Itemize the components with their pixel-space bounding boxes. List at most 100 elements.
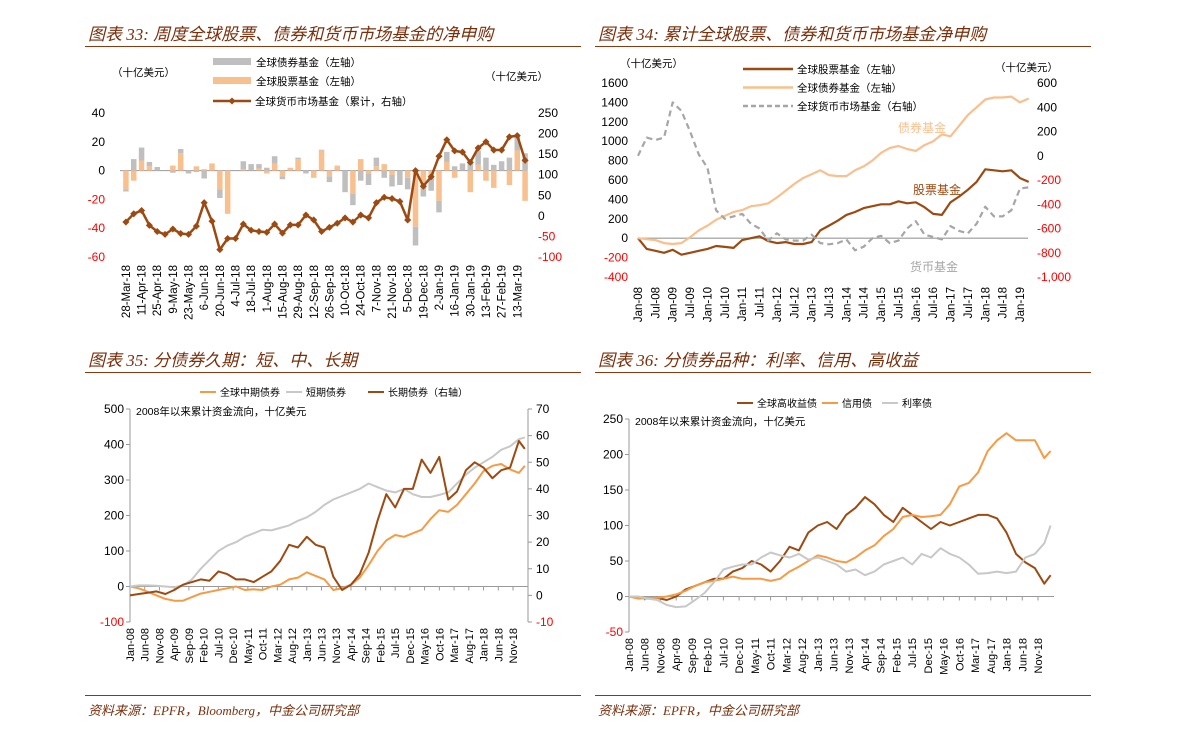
x-tick-label: 15-Aug-18 [277,265,289,319]
left-tick-label: 400 [104,438,124,452]
x-tick-label: 9-May-18 [168,265,180,314]
x-tick-label: Jan-14 [841,286,853,322]
right-tick-label: -600 [1037,222,1061,236]
left-unit: （十亿美元） [112,66,175,79]
money-market-point [184,230,193,238]
bond-bar [350,193,356,206]
x-tick-label: Jan-15 [876,287,888,322]
chart-title-35: 图表 35: 分债券久期：短、中、长期 [88,351,358,370]
legend-bond: 全球债券基金（左轴） [797,82,902,95]
left-tick-label: 600 [608,173,628,187]
source-rule [595,695,1091,696]
x-tick-label: Jul-12 [789,287,801,318]
equity-bar [311,170,317,178]
money-market-point [255,227,263,236]
title-rule [595,372,1091,373]
x-tick-label: 13-Feb-19 [481,265,493,318]
right-tick-label: 600 [1037,76,1057,90]
x-tick-label: Jan-17 [946,287,958,322]
credit-line [628,432,1052,600]
left-tick-label: 200 [603,448,623,462]
money-market-point [521,156,529,164]
equity-bar [483,170,489,181]
bond-bar [491,164,497,171]
money-market-point [169,225,177,233]
equity-bar [436,170,442,201]
money-market-point [505,133,513,141]
x-tick-label: Jan-11 [737,287,749,321]
x-tick-label: Jul-10 [213,628,225,658]
legend-equity-swatch [213,77,251,84]
left-tick-label: 1200 [601,115,628,129]
bond-bar [506,157,513,171]
bond-bar [217,189,223,198]
x-tick-label: Jan-08 [633,287,645,322]
x-tick-label: 28-Mar-18 [121,265,133,318]
bond-bar [404,177,411,190]
money-market-point [122,218,130,226]
right-tick-label: -200 [1037,173,1061,187]
left-tick-label: 0 [117,580,124,594]
equity-bar [193,166,200,171]
money-market-point [145,221,153,229]
money-market-point [333,219,341,227]
money-market-point [451,147,459,155]
annotation-money: 货币基金 [910,259,958,274]
money-market-point [192,222,200,230]
legend-equity: 全球股票基金（左轴） [256,75,361,88]
equity-bar [522,170,528,201]
bond-bar [428,177,434,191]
bond-bar [436,200,442,213]
bond-bar [326,176,333,183]
x-tick-label: Jul-16 [928,287,940,318]
money-market-point [161,230,169,238]
left-tick-label: -400 [604,270,628,284]
left-tick-label: 1400 [601,95,628,109]
bond-bar [365,173,372,185]
right-tick-label: 50 [536,455,550,469]
bond-bar [193,170,200,173]
x-tick-label: Mar-12 [781,638,793,673]
money-market-point [349,218,357,226]
x-tick-label: Jul-15 [390,628,402,658]
bond-bar [130,159,137,171]
money-market-point [325,223,333,231]
x-tick-label: Dec-10 [734,638,746,673]
money-market-point [458,148,467,156]
bond-bar [154,167,160,171]
money-market-point [365,214,373,222]
x-tick-label: Jun-18 [493,628,505,662]
equity-bar [451,170,458,178]
x-tick-label: 10-Oct-18 [340,265,352,316]
x-tick-label: Apr-09 [671,638,683,671]
x-tick-label: Jan-18 [479,628,491,662]
left-tick-label: -60 [88,250,106,264]
x-tick-label: Jan-13 [302,628,314,662]
x-tick-label: Jan-08 [125,628,137,662]
x-tick-label: May-11 [243,628,255,664]
legend-money-market: 全球货币市场基金（累计，右轴） [255,95,413,108]
equity-bar [420,170,427,184]
money-market-point [130,210,138,218]
bond-bar [248,164,254,171]
equity-bar [264,170,270,174]
right-tick-label: 200 [538,127,558,141]
bond-bar [318,149,325,151]
bond-bar [295,157,301,160]
bond-bar [342,170,348,193]
x-tick-label: 5-Dec-18 [403,265,415,312]
bond-bar [264,167,270,171]
money-market-line [124,134,527,251]
x-tick-label: 18-Jul-18 [246,265,258,313]
equity-bar [412,170,419,227]
money-market-point [482,138,490,146]
x-tick-label: 1-Aug-18 [262,265,274,312]
bond-bar [271,156,278,164]
equity-bar [381,164,387,171]
short-term-line [129,436,526,589]
x-tick-label: Jul-13 [824,287,836,318]
title-rule [85,46,581,47]
x-tick-label: Oct-11 [258,628,270,660]
money-market-point [278,229,286,237]
equity-bar [444,161,450,171]
